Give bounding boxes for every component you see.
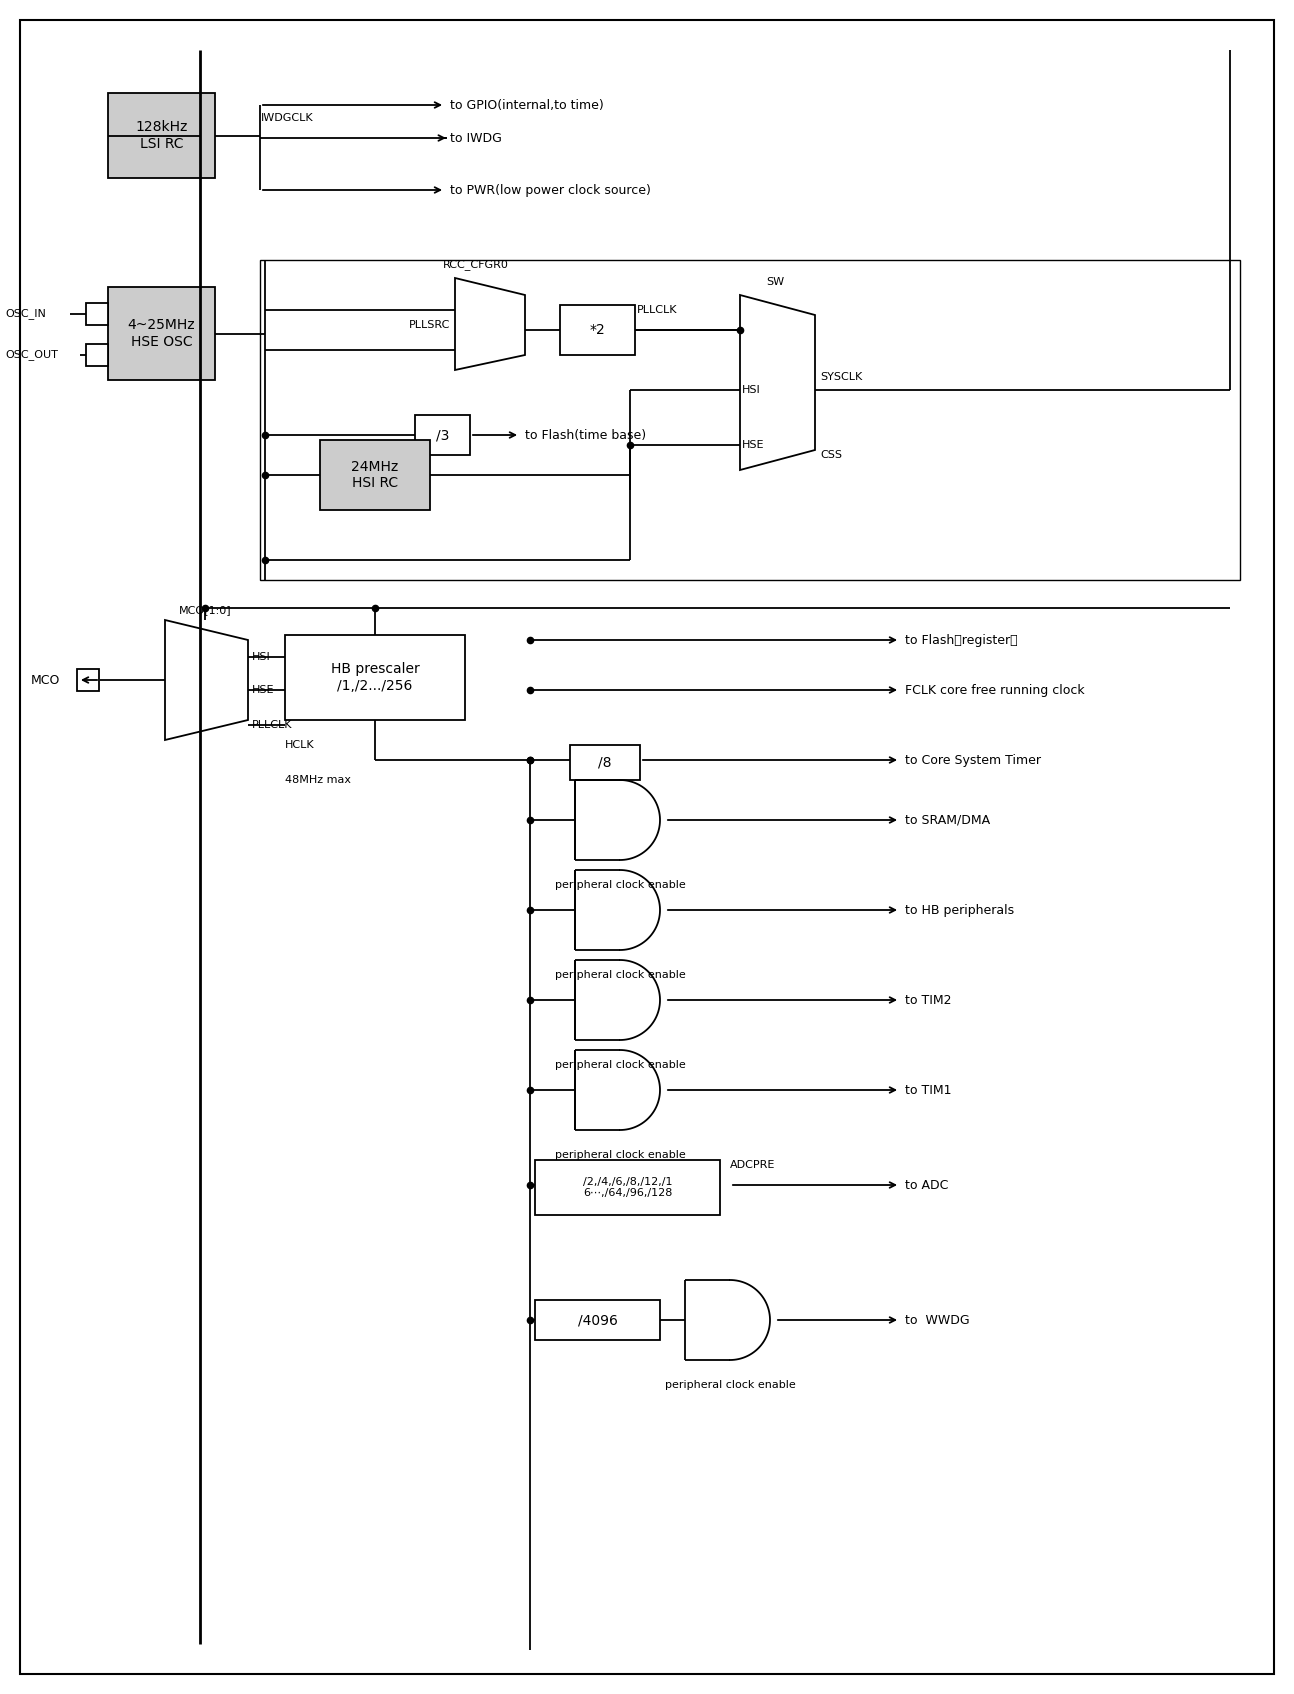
Text: to TIM1: to TIM1 [905,1084,951,1096]
Text: 24MHz
HSI RC: 24MHz HSI RC [352,459,399,490]
Text: 4~25MHz
HSE OSC: 4~25MHz HSE OSC [128,318,195,349]
Text: /3: /3 [436,429,449,442]
Text: to IWDG: to IWDG [450,132,502,144]
Text: IWDGCLK: IWDGCLK [261,113,313,124]
Text: HB prescaler
/1,/2.../256: HB prescaler /1,/2.../256 [331,662,419,693]
Text: /2,/4,/6,/8,/12,/1
6⋯,/64,/96,/128: /2,/4,/6,/8,/12,/1 6⋯,/64,/96,/128 [582,1177,673,1198]
Text: SW: SW [766,278,784,286]
Text: CSS: CSS [820,451,842,461]
Text: 48MHz max: 48MHz max [285,774,351,784]
FancyBboxPatch shape [534,1160,719,1215]
FancyBboxPatch shape [107,93,215,178]
FancyBboxPatch shape [534,1299,660,1340]
Text: HSE: HSE [252,684,274,695]
Text: PLLCLK: PLLCLK [252,720,292,730]
Text: to TIM2: to TIM2 [905,993,951,1006]
Text: SYSCLK: SYSCLK [820,373,862,383]
FancyBboxPatch shape [107,286,215,379]
Text: OSC_OUT: OSC_OUT [5,349,58,361]
FancyBboxPatch shape [320,440,430,510]
Text: to  WWDG: to WWDG [905,1313,969,1326]
FancyBboxPatch shape [415,415,470,456]
Text: HCLK: HCLK [285,740,314,750]
Text: to Flash(time base): to Flash(time base) [525,429,646,442]
Text: PLLSRC: PLLSRC [409,320,450,330]
Text: to Core System Timer: to Core System Timer [905,754,1040,766]
Text: to SRAM/DMA: to SRAM/DMA [905,813,990,827]
Text: HSI: HSI [741,385,761,395]
Text: peripheral clock enable: peripheral clock enable [555,971,686,981]
FancyBboxPatch shape [285,635,465,720]
Text: RCC_CFGR0: RCC_CFGR0 [443,259,509,271]
Text: to PWR(low power clock source): to PWR(low power clock source) [450,183,651,197]
Text: to GPIO(internal,to time): to GPIO(internal,to time) [450,98,604,112]
Text: *2: *2 [590,324,606,337]
FancyBboxPatch shape [85,303,107,325]
Text: HSI: HSI [252,652,270,662]
Text: 128kHz
LSI RC: 128kHz LSI RC [136,120,188,151]
Text: peripheral clock enable: peripheral clock enable [665,1381,796,1391]
FancyBboxPatch shape [569,745,641,779]
FancyBboxPatch shape [19,20,1275,1674]
FancyBboxPatch shape [78,669,100,691]
Text: /8: /8 [598,756,612,769]
FancyBboxPatch shape [85,344,107,366]
Text: ADCPRE: ADCPRE [730,1160,775,1171]
Text: MCO[1:0]: MCO[1:0] [179,605,232,615]
Text: peripheral clock enable: peripheral clock enable [555,1150,686,1160]
Text: FCLK core free running clock: FCLK core free running clock [905,683,1084,696]
Text: to Flash（register）: to Flash（register） [905,634,1017,647]
Text: to HB peripherals: to HB peripherals [905,903,1014,916]
Text: peripheral clock enable: peripheral clock enable [555,1060,686,1071]
Text: /4096: /4096 [577,1313,617,1326]
Text: to ADC: to ADC [905,1179,949,1191]
Text: MCO: MCO [31,674,60,686]
Text: HSE: HSE [741,440,765,451]
FancyBboxPatch shape [560,305,635,356]
Text: peripheral clock enable: peripheral clock enable [555,879,686,889]
Text: OSC_IN: OSC_IN [5,308,45,320]
Text: PLLCLK: PLLCLK [637,305,678,315]
